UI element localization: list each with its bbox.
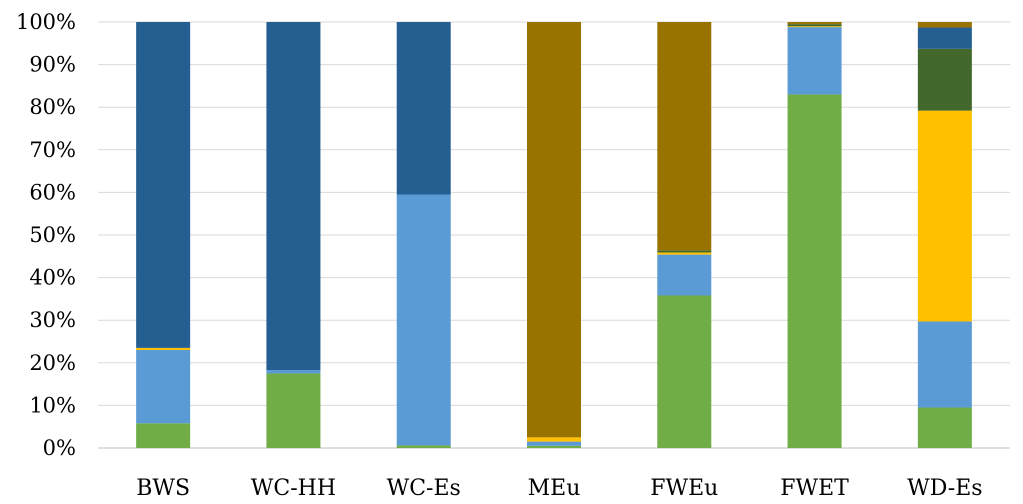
bar-segment [917, 407, 972, 448]
y-tick-label: 80% [29, 95, 76, 119]
bar-segment [657, 22, 712, 251]
bar-segment [527, 22, 581, 438]
bar-segment [396, 194, 451, 446]
bar-segment [136, 347, 191, 351]
bar-segment [657, 254, 712, 296]
bar-segment [787, 27, 842, 95]
x-category-label: WC-HH [251, 476, 336, 501]
y-tick-label: 30% [29, 308, 76, 332]
x-category-label: WC-Es [387, 476, 461, 501]
bar-segment [787, 94, 842, 449]
x-category-label: WD-Es [907, 476, 982, 501]
y-tick-label: 50% [29, 223, 76, 247]
y-tick-label: 60% [29, 180, 76, 204]
bar-segment [917, 27, 972, 49]
bar-segment [266, 373, 321, 448]
bar-segment [657, 295, 712, 448]
bar-segment [266, 370, 321, 374]
y-tick-label: 70% [29, 138, 76, 162]
bar-segment [787, 26, 842, 28]
bar-segment [657, 252, 712, 255]
bar-segment [787, 24, 842, 27]
bar-segment [136, 423, 191, 448]
x-axis-category-labels: BWS WC-HH WC-Es MEu FWEu FWET WD-Es [136, 476, 982, 501]
bar-segment [657, 250, 712, 253]
y-axis-tick-labels: 0% 10% 20% 30% 40% 50% 60% 70% 80% 90% 100% [16, 10, 76, 460]
bar-segment [917, 110, 972, 322]
bar-segment [266, 22, 321, 371]
bar-segment [396, 22, 451, 195]
bar-segment [136, 22, 191, 348]
x-category-label: BWS [136, 476, 190, 501]
bar-segment [917, 321, 972, 408]
y-tick-label: 100% [16, 10, 76, 34]
bar-segment [527, 445, 581, 448]
bar-segment [527, 437, 581, 442]
x-category-label: FWET [780, 476, 849, 501]
bar-segment [917, 22, 972, 28]
bar-segment [136, 350, 191, 424]
bar-segment [787, 22, 842, 25]
y-tick-label: 90% [29, 53, 76, 77]
bars [136, 22, 972, 449]
y-tick-label: 40% [29, 266, 76, 290]
y-tick-label: 20% [29, 351, 76, 375]
y-tick-label: 0% [43, 436, 76, 460]
bar-segment [396, 445, 451, 448]
bar-segment [527, 441, 581, 446]
x-category-label: MEu [528, 476, 581, 501]
x-category-label: FWEu [650, 476, 718, 501]
bar-segment [917, 48, 972, 111]
y-tick-label: 10% [29, 393, 76, 417]
